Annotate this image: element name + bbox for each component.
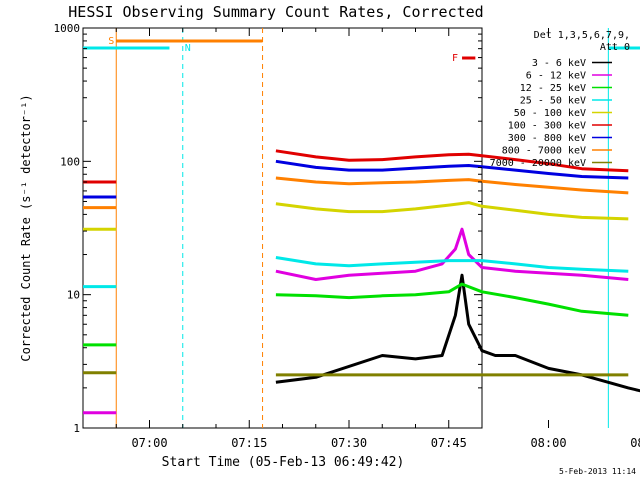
series-100-300-kev [83, 149, 629, 184]
series-12-25-kev [83, 282, 629, 347]
series-25-50-kev [83, 256, 629, 289]
series-line [275, 149, 629, 173]
legend-item-label: 7000 - 20000 keV [490, 158, 586, 169]
legend-item-label: 12 - 25 keV [520, 83, 586, 94]
flare-label: F [452, 53, 458, 64]
series-800-7000-kev [83, 176, 629, 210]
series-50-100-kev [83, 201, 629, 231]
series-7000-20000-kev [83, 371, 629, 377]
legend-item-label: 25 - 50 keV [520, 96, 586, 107]
chart-title: HESSI Observing Summary Count Rates, Cor… [68, 3, 483, 21]
legend-header-line-1: Det 1,3,5,6,7,9, [534, 30, 630, 41]
series-line [275, 201, 629, 221]
axis-layer: 1 10 100 1000 07:00 07:15 07:30 07:45 08:00 08:15 [54, 22, 640, 450]
x-axis-label: Start Time (05-Feb-13 06:49:42) [162, 455, 405, 470]
legend-item-label: 800 - 7000 keV [502, 146, 586, 157]
x-tick-label: 07:00 [131, 436, 167, 450]
series-line [275, 273, 640, 393]
saa-label: S [108, 36, 114, 47]
flare-layer: F [452, 53, 476, 64]
series-line [275, 176, 629, 195]
series-line [275, 256, 629, 273]
x-tick-label: 08:00 [530, 436, 566, 450]
y-axis-label: Corrected Count Rate (s⁻¹ detector⁻¹) [19, 94, 33, 361]
legend-item-label: 3 - 6 keV [532, 58, 586, 69]
footer-timestamp: 5-Feb-2013 11:14 [559, 467, 636, 476]
series-6-12-kev [83, 227, 629, 415]
series-line [275, 159, 629, 180]
x-tick-label: 07:30 [331, 436, 367, 450]
legend-item-label: 300 - 800 keV [508, 133, 586, 144]
legend-item-label: 100 - 300 keV [508, 121, 586, 132]
legend: Det 1,3,5,6,7,9, Att 0 3 - 6 keV 6 - 12 k… [490, 30, 630, 169]
legend-item-label: 6 - 12 keV [526, 71, 586, 82]
y-tick-label: 1 [73, 422, 80, 435]
x-tick-label: 07:15 [231, 436, 267, 450]
series-line [275, 282, 629, 317]
x-tick-label: 08:15 [630, 436, 640, 450]
legend-item-label: 50 - 100 keV [514, 108, 586, 119]
annotation-layer: SN [83, 28, 640, 428]
series-300-800-kev [83, 159, 629, 199]
legend-header-line-2: Att 0 [600, 42, 630, 53]
y-tick-label: 1000 [54, 22, 81, 35]
night-label: N [185, 43, 191, 54]
series-layer [83, 149, 640, 415]
x-tick-label: 07:45 [431, 436, 467, 450]
y-tick-label: 100 [60, 155, 80, 168]
y-tick-label: 10 [67, 289, 80, 302]
series-3-6-kev [275, 273, 640, 393]
series-line [275, 227, 629, 281]
